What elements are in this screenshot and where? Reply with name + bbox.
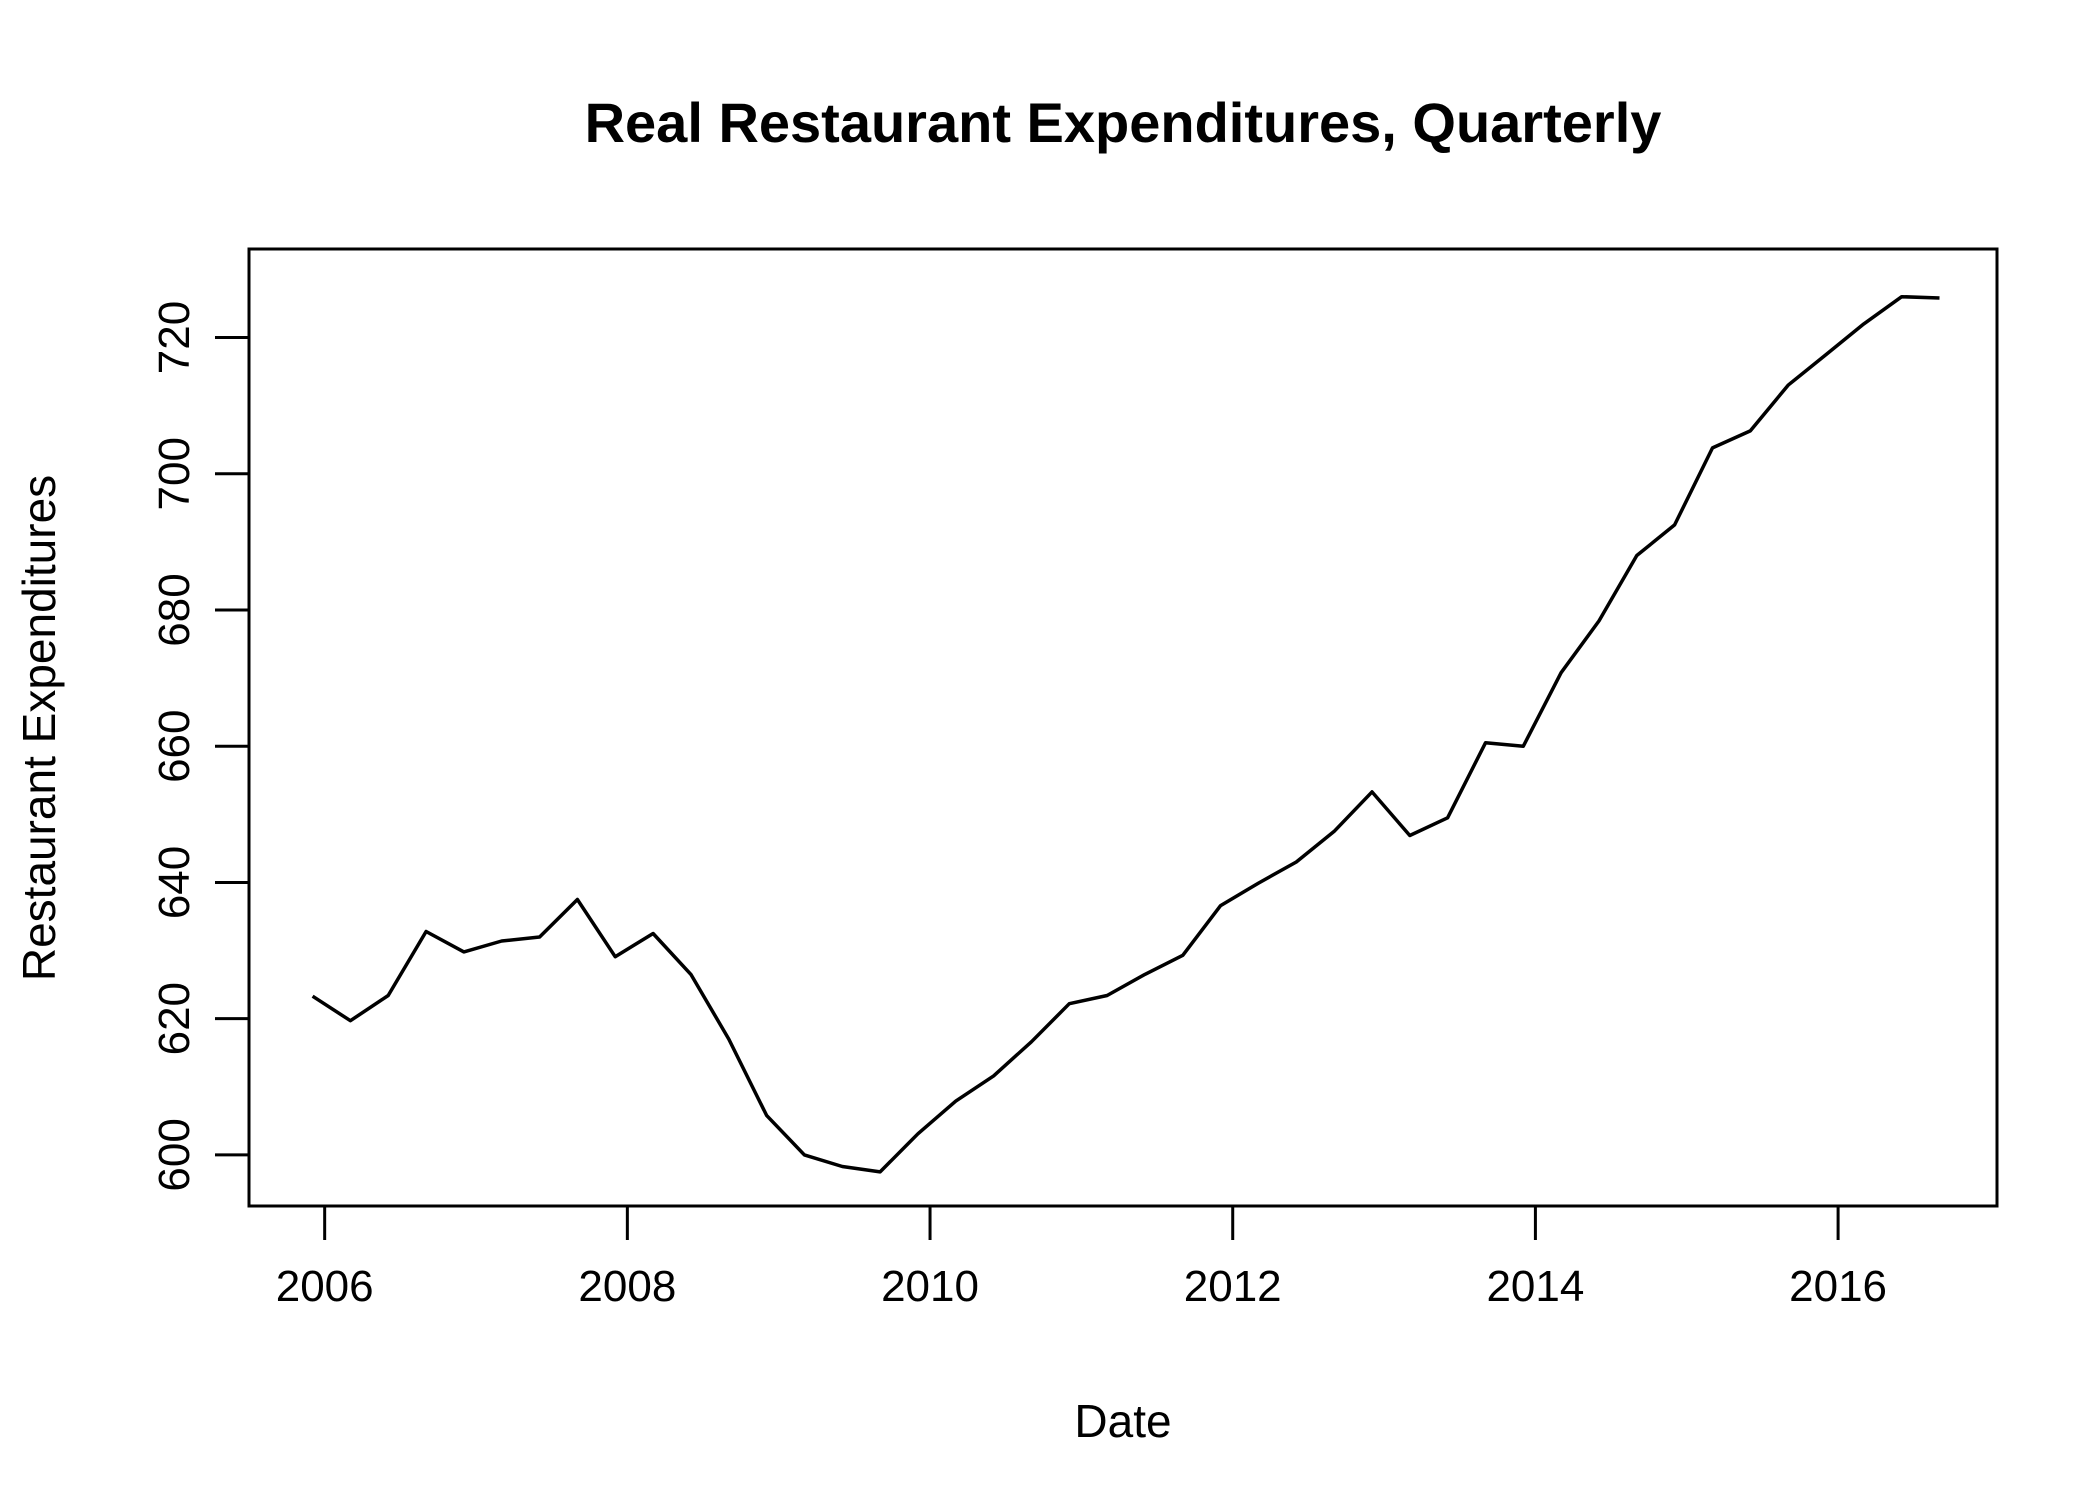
y-tick-label: 640: [150, 846, 199, 919]
y-tick-label: 680: [150, 573, 199, 646]
y-tick-label: 700: [150, 437, 199, 510]
y-tick-label: 660: [150, 710, 199, 783]
y-tick-label: 600: [150, 1118, 199, 1191]
x-tick-label: 2014: [1486, 1262, 1584, 1311]
x-axis-label: Date: [1074, 1395, 1171, 1447]
y-tick-label: 620: [150, 982, 199, 1055]
y-axis: 600 620 640 660 680 700 720: [150, 301, 251, 1192]
x-tick-label: 2010: [881, 1262, 979, 1311]
y-tick-label: 720: [150, 301, 199, 374]
x-tick-label: 2016: [1789, 1262, 1887, 1311]
x-axis: 2006 2008 2010 2012 2014 2016: [276, 1204, 1887, 1311]
y-axis-label: Restaurant Expenditures: [13, 475, 65, 981]
chart-title: Real Restaurant Expenditures, Quarterly: [585, 91, 1662, 154]
x-tick-label: 2008: [578, 1262, 676, 1311]
series-line: [311, 294, 1940, 1174]
x-tick-label: 2006: [276, 1262, 374, 1311]
x-tick-label: 2012: [1184, 1262, 1282, 1311]
